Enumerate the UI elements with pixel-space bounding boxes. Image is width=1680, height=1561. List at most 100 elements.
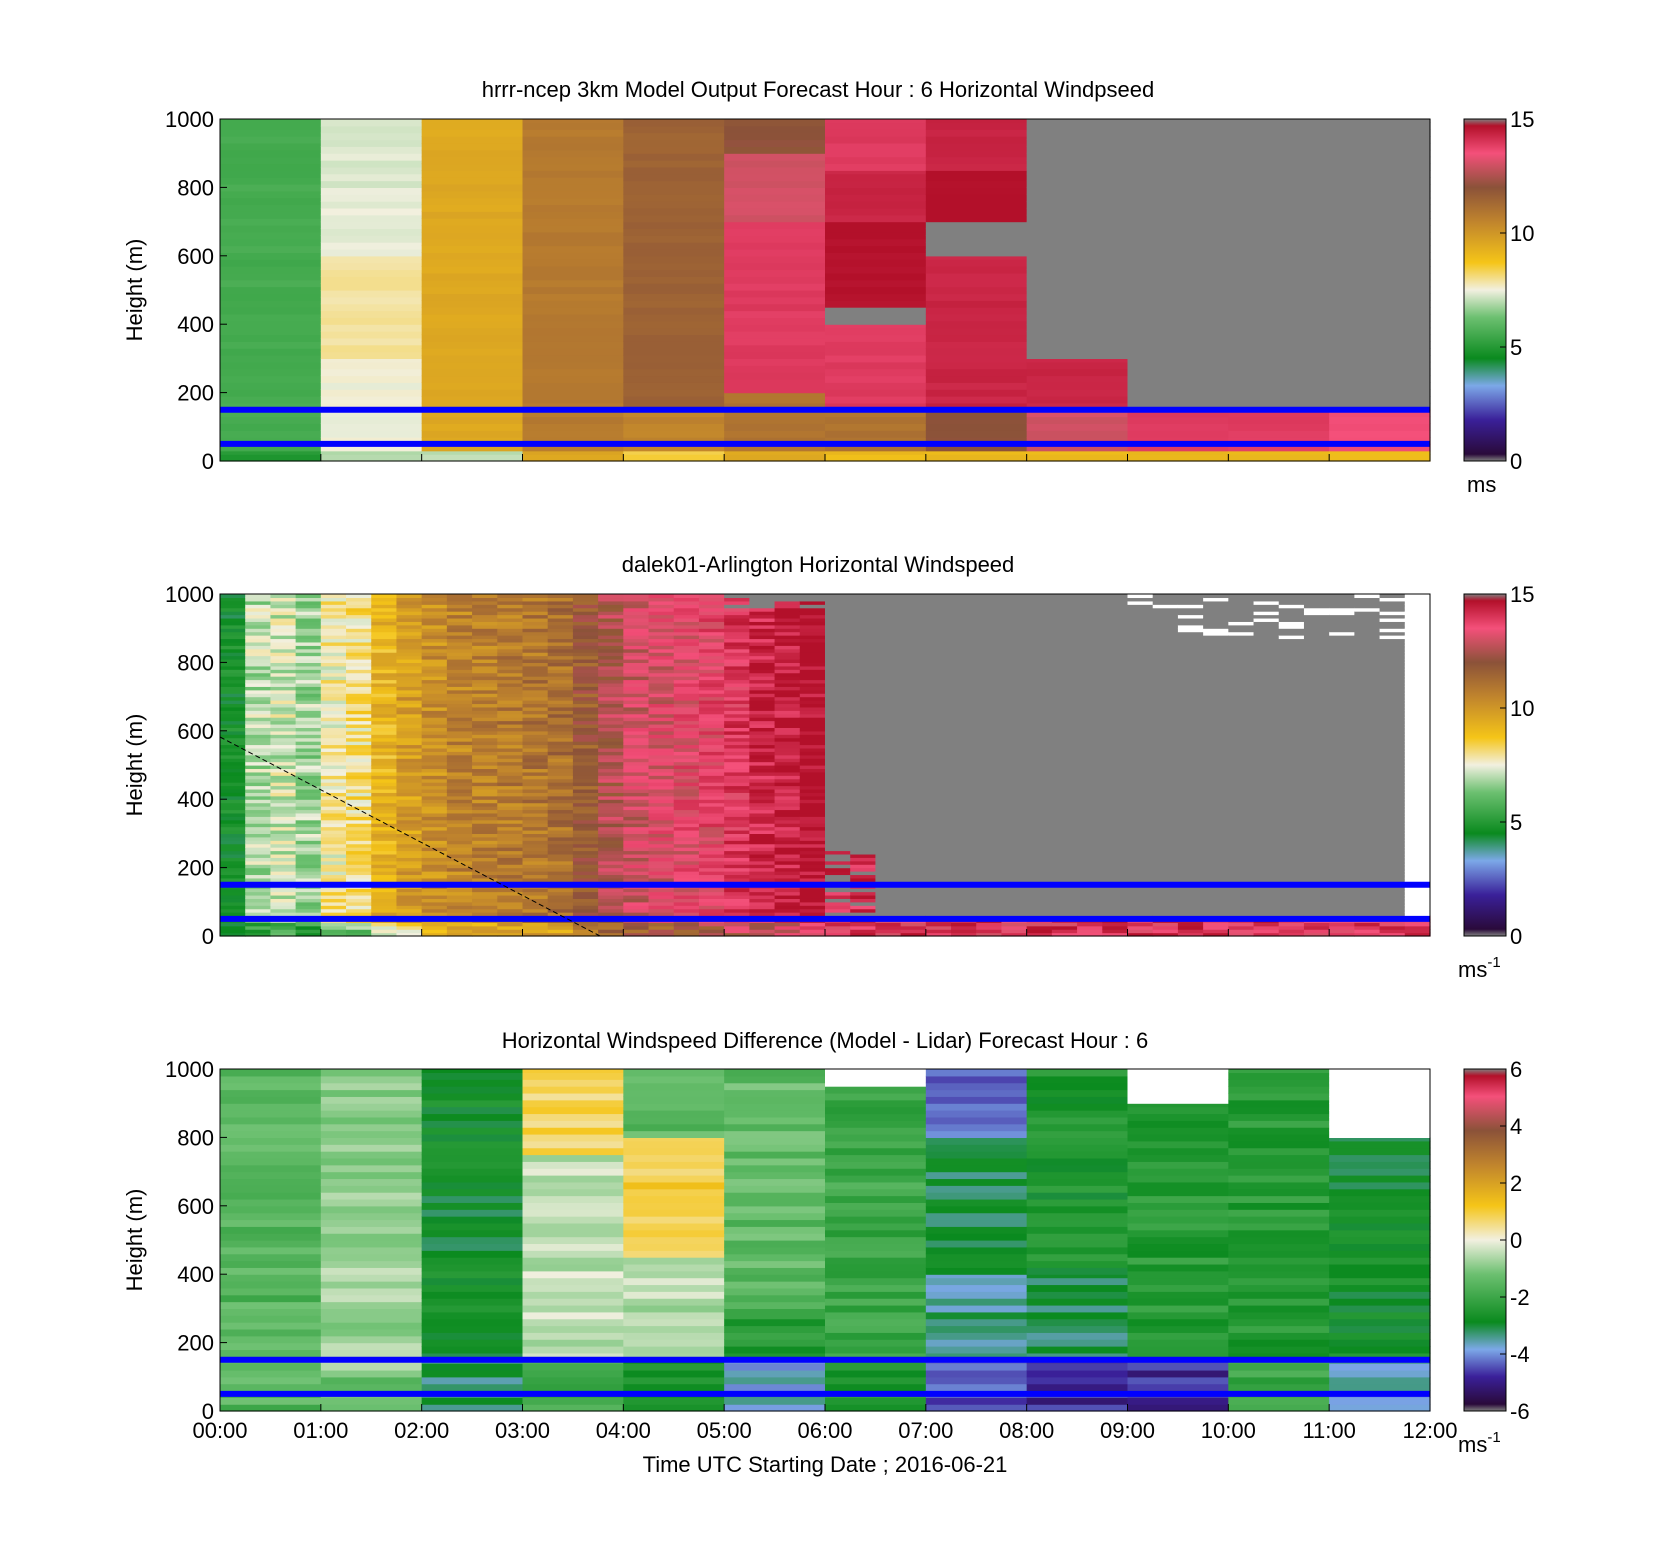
heatmap-cell	[1253, 638, 1280, 643]
heatmap-cell	[295, 631, 322, 636]
heatmap-cell	[976, 912, 1003, 917]
heatmap-cell	[1203, 720, 1229, 725]
heatmap-cell	[900, 795, 927, 800]
heatmap-cell	[623, 132, 725, 141]
heatmap-cell	[1127, 341, 1229, 349]
heatmap-cell	[446, 864, 473, 869]
heatmap-cell	[825, 700, 851, 705]
heatmap-cell	[1203, 730, 1229, 735]
heatmap-cell	[1001, 672, 1028, 677]
heatmap-cell	[1152, 806, 1179, 811]
heatmap-cell	[522, 648, 549, 653]
heatmap-cell	[976, 641, 1003, 646]
heatmap-cell	[1102, 706, 1129, 711]
heatmap-cell	[421, 361, 524, 370]
heatmap-cell	[976, 833, 1003, 838]
heatmap-cell	[875, 597, 902, 602]
heatmap-cell	[1177, 847, 1204, 852]
heatmap-cell	[825, 136, 927, 144]
heatmap-cell	[1203, 922, 1229, 927]
heatmap-cell	[799, 611, 826, 616]
heatmap-cell	[799, 686, 826, 691]
heatmap-cell	[1253, 751, 1280, 756]
heatmap-cell	[497, 802, 524, 807]
heatmap-cell	[951, 604, 977, 609]
heatmap-cell	[850, 758, 877, 763]
heatmap-cell	[421, 238, 524, 247]
heatmap-cell	[1102, 631, 1129, 636]
heatmap-cell	[522, 183, 624, 192]
heatmap-cell	[1278, 597, 1305, 602]
heatmap-cell	[1278, 850, 1305, 855]
heatmap-cell	[1303, 901, 1330, 906]
heatmap-cell	[724, 758, 750, 763]
heatmap-cell	[774, 843, 801, 848]
heatmap-cell	[698, 700, 725, 705]
heatmap-cell	[572, 833, 599, 838]
heatmap-cell	[673, 710, 700, 715]
heatmap-cell	[774, 730, 801, 735]
heatmap-cell	[320, 850, 347, 855]
heatmap-cell	[799, 894, 826, 899]
heatmap-cell	[572, 624, 599, 629]
heatmap-cell	[976, 682, 1003, 687]
heatmap-cell	[724, 723, 750, 728]
heatmap-cell	[623, 747, 650, 752]
heatmap-cell	[900, 624, 927, 629]
heatmap-cell	[976, 877, 1003, 882]
heatmap-cell	[850, 877, 877, 882]
heatmap-cell	[1001, 744, 1028, 749]
heatmap-cell	[900, 843, 927, 848]
heatmap-cell	[1203, 737, 1229, 742]
heatmap-cell	[421, 348, 524, 356]
heatmap-cell	[724, 402, 826, 411]
heatmap-cell	[799, 730, 826, 735]
heatmap-cell	[1203, 908, 1229, 913]
heatmap-cell	[472, 775, 498, 780]
heatmap-cell	[1026, 454, 1129, 462]
heatmap-cell	[220, 744, 246, 749]
heatmap-cell	[270, 785, 297, 790]
heatmap-cell	[1203, 665, 1229, 670]
heatmap-cell	[925, 826, 952, 831]
heatmap-cell	[446, 812, 473, 817]
heatmap-cell	[925, 775, 952, 780]
heatmap-cell	[724, 850, 750, 855]
heatmap-cell	[346, 840, 372, 845]
heatmap-cell	[698, 679, 725, 684]
heatmap-cell	[572, 693, 599, 698]
heatmap-cell	[421, 307, 524, 315]
heatmap-cell	[825, 409, 927, 418]
heatmap-cell	[875, 819, 902, 824]
heatmap-cell	[1051, 802, 1078, 807]
heatmap-cell	[1253, 727, 1280, 732]
heatmap-cell	[976, 785, 1003, 790]
heatmap-cell	[1278, 758, 1305, 763]
heatmap-cell	[220, 799, 246, 804]
heatmap-cell	[346, 864, 372, 869]
heatmap-cell	[724, 812, 750, 817]
heatmap-cell	[1127, 218, 1229, 226]
heatmap-cell	[623, 840, 650, 845]
heatmap-cell	[951, 635, 977, 640]
heatmap-cell	[371, 717, 398, 722]
heatmap-cell	[1228, 252, 1330, 260]
heatmap-cell	[547, 717, 574, 722]
heatmap-cell	[547, 713, 574, 718]
heatmap-cell	[673, 597, 700, 602]
heatmap-cell	[220, 723, 246, 728]
heatmap-cell	[320, 727, 347, 732]
heatmap-cell	[270, 833, 297, 838]
heatmap-cell	[320, 604, 347, 609]
heatmap-cell	[925, 142, 1028, 151]
heatmap-cell	[1026, 703, 1053, 708]
heatmap-cell	[825, 843, 851, 848]
heatmap-cell	[396, 778, 423, 783]
heatmap-cell	[446, 614, 473, 619]
heatmap-cell	[472, 877, 498, 882]
heatmap-cell	[951, 901, 977, 906]
heatmap-cell	[547, 871, 574, 876]
heatmap-cell	[774, 758, 801, 763]
heatmap-cell	[1127, 617, 1154, 622]
